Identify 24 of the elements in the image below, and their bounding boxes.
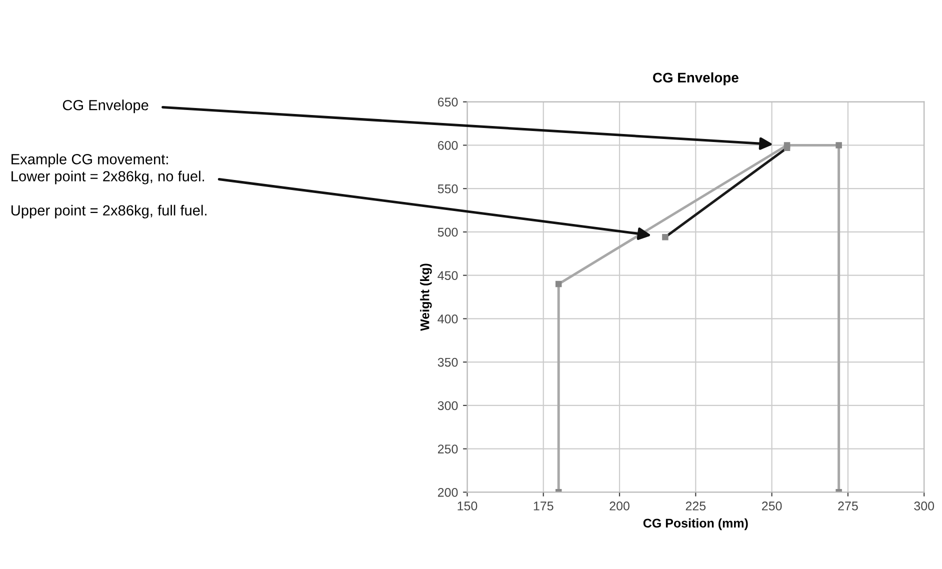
x-tick-label: 300: [914, 502, 934, 510]
y-tick-label: 250: [438, 444, 458, 454]
x-tick-label: 175: [534, 502, 554, 510]
y-tick-label: 200: [438, 488, 458, 497]
y-tick-label: 650: [438, 98, 458, 107]
y-tick-label: 350: [438, 358, 458, 367]
x-tick-label: 250: [762, 502, 782, 510]
text: Lower point = 2x86kg, no fuel.: [12, 170, 204, 184]
x-tick-label: 200: [610, 502, 630, 510]
y-tick-label: 300: [438, 401, 458, 410]
x-tick-label: 225: [686, 502, 706, 510]
text: Upper point = 2x86kg, full fuel.: [11, 204, 206, 218]
x-tick-label: 275: [838, 502, 858, 510]
y-axis-title: Weight (kg): [420, 264, 432, 331]
y-tick-label: 550: [438, 184, 458, 194]
chart-title: CG Envelope: [653, 72, 738, 86]
y-tick-label: 600: [438, 141, 458, 150]
x-axis-title: CG Position (mm): [643, 518, 748, 530]
text: CG Envelope: [62, 100, 148, 114]
y-tick-label: 450: [438, 271, 458, 280]
y-tick-label: 400: [438, 314, 458, 324]
x-tick-label: 150: [458, 502, 478, 510]
y-tick-label: 500: [438, 228, 458, 237]
text: Example CG movement:: [12, 154, 168, 168]
